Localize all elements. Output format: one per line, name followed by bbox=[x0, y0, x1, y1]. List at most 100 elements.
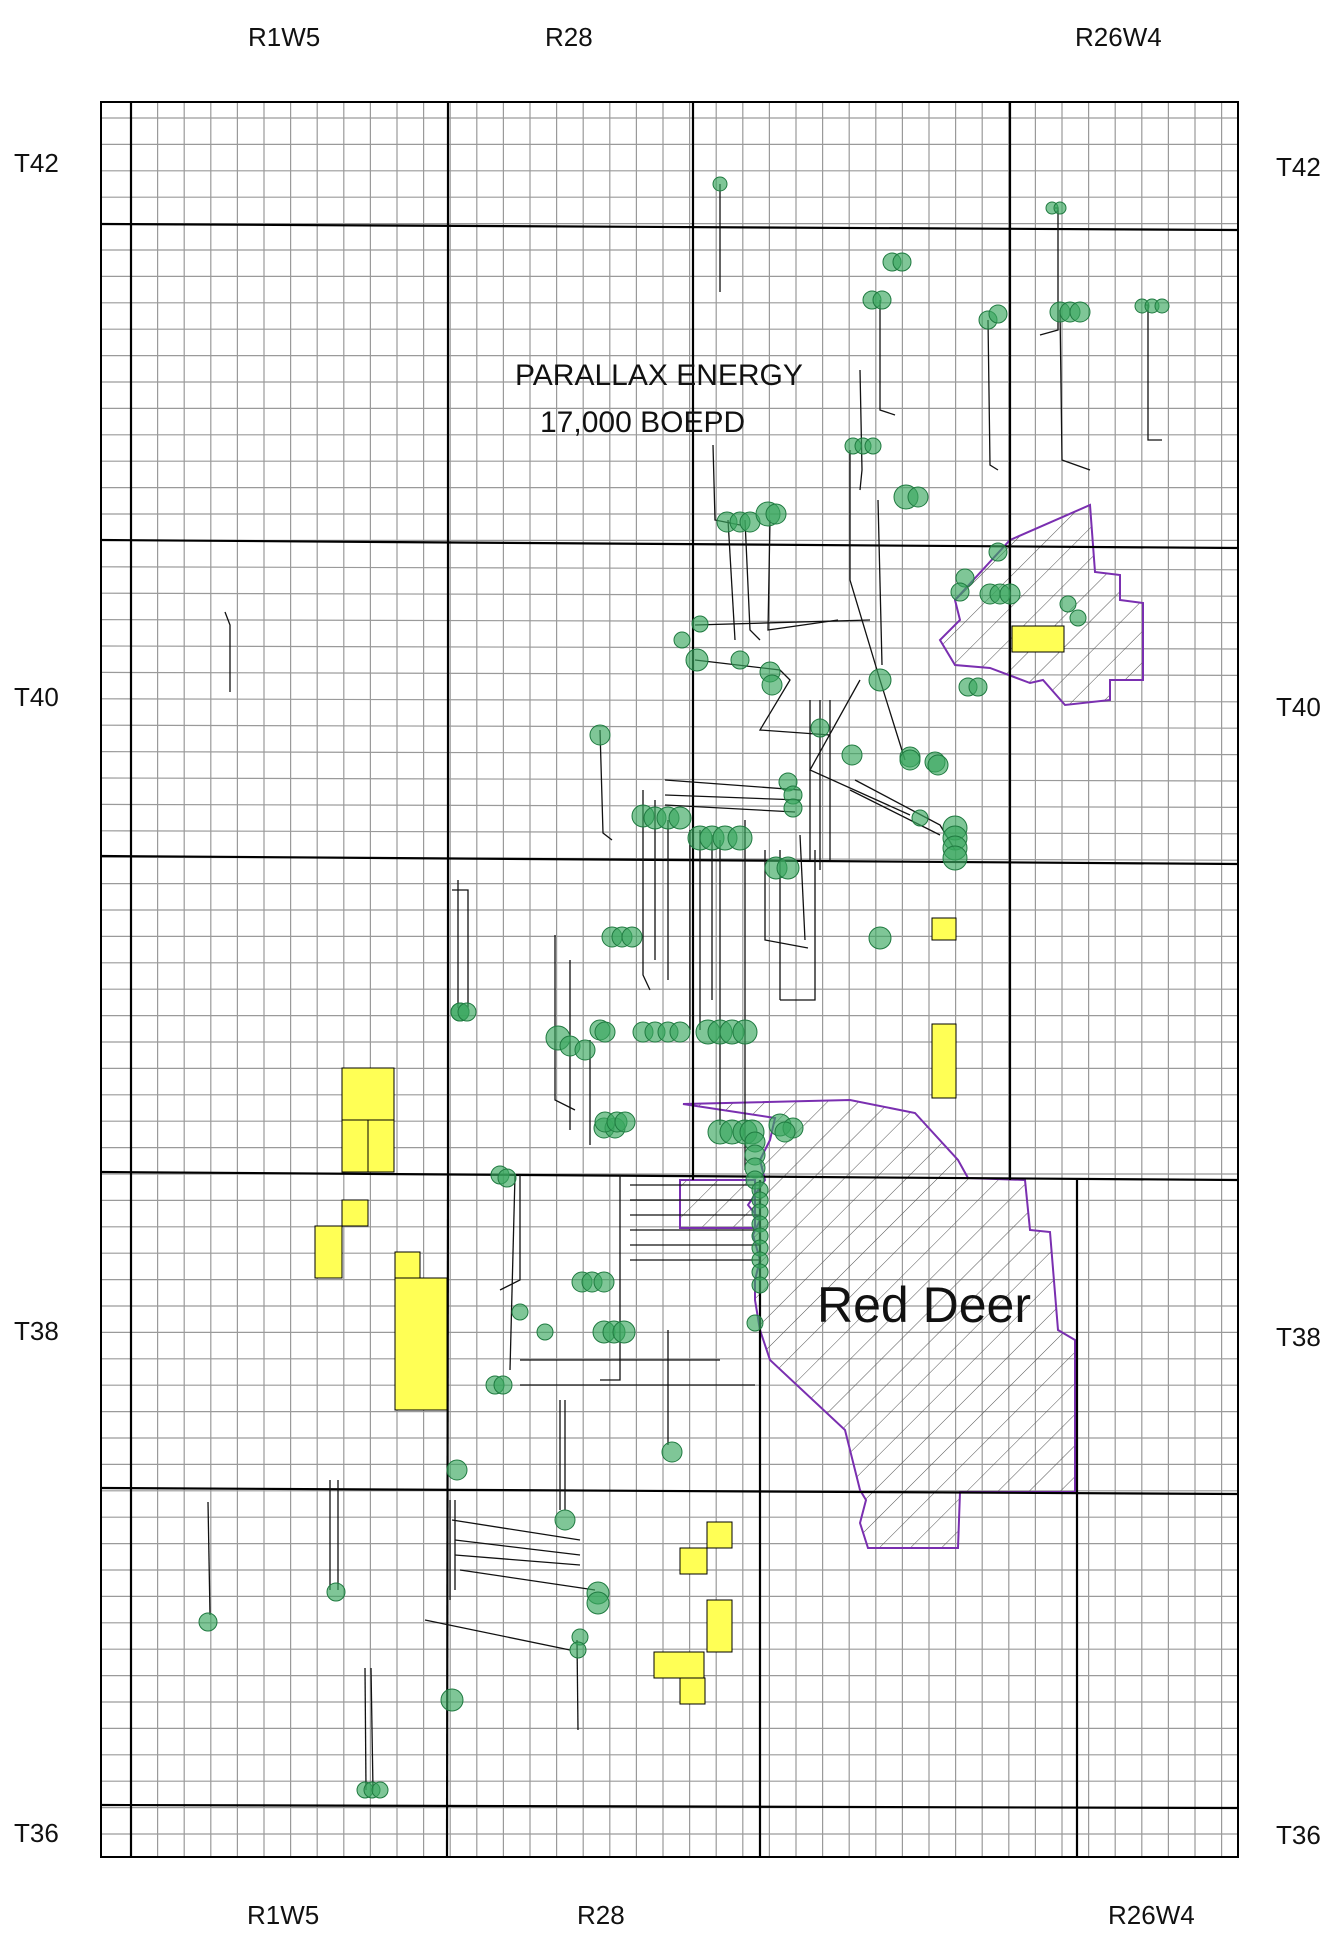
well-path bbox=[207, 1501, 211, 1616]
well-icon bbox=[892, 252, 912, 272]
township-label-right-2: T40 bbox=[1276, 692, 1321, 722]
well-icon bbox=[1154, 298, 1170, 314]
well-icon bbox=[536, 1323, 554, 1341]
well-icon bbox=[440, 1688, 464, 1712]
well-icon bbox=[457, 1002, 477, 1022]
well-icon bbox=[810, 718, 830, 738]
township-line bbox=[100, 1486, 1239, 1496]
well-path bbox=[849, 789, 941, 836]
township-label-left-4: T36 bbox=[14, 1818, 59, 1848]
grid-line-horizontal bbox=[100, 777, 1239, 782]
well-icon bbox=[927, 754, 949, 776]
well-path bbox=[767, 519, 839, 631]
well-icon bbox=[661, 1441, 683, 1463]
well-icon bbox=[942, 845, 968, 871]
township-line bbox=[100, 222, 1239, 232]
well-icon bbox=[371, 1781, 389, 1799]
grid-line-horizontal bbox=[100, 830, 1239, 835]
map-border bbox=[100, 101, 1239, 1858]
range-label-bottom-1: R1W5 bbox=[247, 1900, 320, 1930]
land-parcel bbox=[394, 1251, 421, 1279]
well-icon bbox=[899, 749, 921, 771]
well-icon bbox=[1069, 609, 1087, 627]
well-path bbox=[600, 1175, 621, 1381]
well-icon bbox=[712, 176, 728, 192]
well-icon bbox=[446, 1459, 468, 1481]
well-path bbox=[764, 850, 809, 949]
well-icon bbox=[685, 648, 709, 672]
land-parcel bbox=[1011, 625, 1065, 653]
well-icon bbox=[691, 615, 709, 633]
well-path bbox=[499, 1175, 521, 1291]
range-label-bottom-3: R26W4 bbox=[1108, 1900, 1195, 1930]
red-deer-city-area bbox=[679, 503, 1144, 1549]
land-parcel bbox=[931, 1023, 957, 1099]
well-icon bbox=[988, 304, 1008, 324]
well-icon bbox=[999, 583, 1021, 605]
well-path bbox=[664, 794, 801, 801]
well-icon bbox=[774, 1121, 796, 1143]
land-parcel bbox=[706, 1521, 733, 1549]
well-icon bbox=[668, 806, 692, 830]
well-icon bbox=[669, 1021, 691, 1043]
red-deer-boundary-north bbox=[938, 503, 1144, 707]
well-path bbox=[454, 1554, 581, 1566]
well-icon bbox=[1069, 301, 1091, 323]
well-path bbox=[727, 519, 736, 641]
well-icon bbox=[841, 744, 863, 766]
land-parcels bbox=[314, 625, 1065, 1705]
land-parcel bbox=[341, 1199, 369, 1227]
well-icon bbox=[1059, 595, 1077, 613]
well-icon bbox=[554, 1509, 576, 1531]
well-path bbox=[224, 611, 231, 692]
land-parcel bbox=[314, 1225, 343, 1279]
well-icon bbox=[761, 674, 783, 696]
land-parcel bbox=[931, 917, 957, 941]
township-label-right-4: T36 bbox=[1276, 1820, 1321, 1850]
well-icon bbox=[511, 1303, 529, 1321]
well-icon bbox=[326, 1582, 346, 1602]
well-icon bbox=[497, 1168, 517, 1188]
range-label-top-1: R1W5 bbox=[248, 22, 321, 52]
section-grid bbox=[100, 102, 1239, 1857]
township-label-left-1: T42 bbox=[14, 148, 59, 178]
well-path bbox=[599, 729, 613, 841]
township-line bbox=[100, 1803, 1239, 1810]
well-icon bbox=[864, 437, 882, 455]
well-path bbox=[424, 1619, 571, 1651]
well-path bbox=[451, 1519, 581, 1541]
land-parcel bbox=[706, 1599, 733, 1653]
company-name: PARALLAX ENERGY bbox=[515, 359, 803, 392]
well-icon bbox=[621, 926, 643, 948]
well-icon bbox=[968, 677, 988, 697]
township-line bbox=[100, 854, 1239, 866]
well-path bbox=[859, 369, 863, 491]
range-label-top-3: R26W4 bbox=[1075, 22, 1162, 52]
well-icon bbox=[732, 1019, 758, 1045]
township-label-left-2: T40 bbox=[14, 682, 59, 712]
well-icon bbox=[868, 668, 892, 692]
well-icon bbox=[594, 1021, 616, 1043]
well-path bbox=[987, 319, 999, 471]
well-markers bbox=[198, 176, 1170, 1799]
grid-line-horizontal bbox=[100, 750, 1239, 756]
well-path bbox=[1145, 304, 1162, 441]
well-path bbox=[877, 499, 883, 666]
well-path bbox=[744, 519, 761, 641]
well-path bbox=[799, 834, 806, 941]
well-path bbox=[1059, 309, 1091, 471]
grid-line-horizontal bbox=[100, 724, 1239, 729]
grid-line-horizontal bbox=[100, 698, 1239, 703]
well-icon bbox=[950, 582, 970, 602]
well-icon bbox=[907, 486, 929, 508]
well-icon bbox=[589, 724, 611, 746]
well-path bbox=[664, 804, 796, 813]
land-parcel bbox=[394, 1277, 448, 1411]
well-path bbox=[694, 659, 831, 736]
well-path bbox=[454, 1539, 581, 1556]
well-icon bbox=[493, 1375, 513, 1395]
well-path bbox=[780, 850, 816, 1001]
well-icon bbox=[868, 926, 892, 950]
well-path bbox=[664, 779, 801, 791]
